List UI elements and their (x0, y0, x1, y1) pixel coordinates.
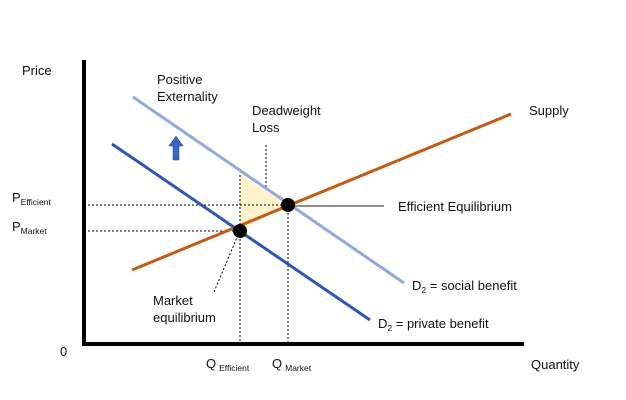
supply-label: Supply (529, 103, 569, 118)
private-benefit-label: D2 = private benefit (378, 316, 489, 333)
social-benefit-label: D2 = social benefit (412, 278, 517, 295)
social-benefit-curve (132, 95, 405, 285)
market-equilibrium-point (233, 224, 247, 238)
deadweight-loss-line1: Deadweight (252, 103, 321, 118)
q-efficient-label: Q Efficient (206, 356, 250, 373)
up-arrow-icon (168, 135, 184, 161)
market-equilibrium-line1: Market (153, 293, 193, 308)
p-market-label: PMarket (12, 219, 47, 236)
efficient-equilibrium-label: Efficient Equilibrium (398, 199, 512, 214)
origin-label: 0 (60, 344, 67, 359)
positive-externality-line1: Positive (157, 72, 203, 87)
y-axis-label: Price (22, 63, 52, 78)
p-efficient-label: PEfficient (12, 190, 51, 207)
q-market-label: Q Market (272, 356, 312, 373)
supply-curve (131, 112, 512, 272)
deadweight-loss-triangle (240, 175, 288, 230)
x-axis-label: Quantity (531, 357, 580, 372)
positive-externality-line2: Externality (157, 89, 218, 104)
market-equilibrium-line2: equilibrium (153, 310, 216, 325)
efficient-equilibrium-point (281, 198, 295, 212)
market-eq-pointer (213, 234, 239, 293)
guide-lines (84, 145, 289, 343)
deadweight-loss-line2: Loss (252, 120, 280, 135)
